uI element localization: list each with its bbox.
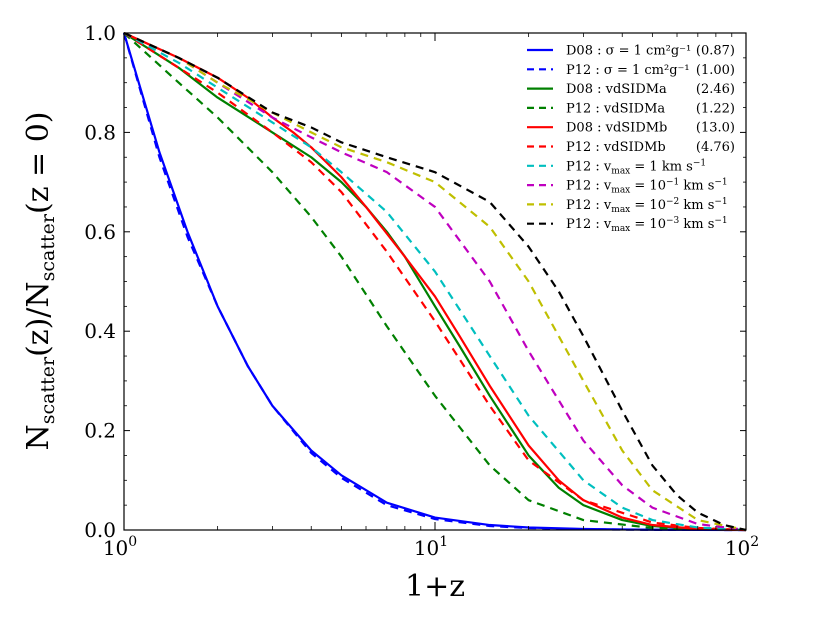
y-tick-label: 0.0 bbox=[84, 518, 116, 542]
legend-label-2: D08 : vdSIDMa bbox=[566, 82, 667, 97]
series-line-0 bbox=[122, 32, 747, 532]
legend-label-4: D08 : vdSIDMb bbox=[566, 121, 667, 136]
y-tick-label: 0.8 bbox=[84, 120, 116, 144]
y-tick-label: 0.6 bbox=[84, 220, 116, 244]
legend-label-9: P12 : vmax = 10−3 km s−1 bbox=[566, 216, 728, 234]
x-tick-label: 101 bbox=[414, 534, 448, 560]
legend: D08 : σ = 1 cm²g⁻¹ (0.87) P12 : σ = 1 cm²g… bbox=[527, 44, 735, 234]
legend-value-2: (2.46) bbox=[696, 82, 735, 97]
x-tick-label: 100 bbox=[103, 534, 137, 560]
legend-label-1: P12 : σ = 1 cm²g⁻¹ bbox=[566, 63, 690, 78]
legend-label-5: P12 : vdSIDMb bbox=[566, 140, 666, 155]
legend-label-7: P12 : vmax = 10−1 km s−1 bbox=[566, 178, 728, 196]
series-line-1 bbox=[122, 32, 747, 532]
y-tick-label: 0.2 bbox=[84, 419, 116, 443]
legend-value-3: (1.22) bbox=[696, 101, 735, 116]
legend-label-6: P12 : vmax = 1 km s−1 bbox=[566, 158, 706, 176]
series-line-8 bbox=[123, 31, 747, 532]
legend-label-8: P12 : vmax = 10−2 km s−1 bbox=[566, 197, 728, 215]
y-tick-label: 1.0 bbox=[84, 21, 116, 45]
x-axis-label: 1+z bbox=[405, 569, 465, 604]
legend-value-5: (4.76) bbox=[696, 140, 735, 155]
y-axis-label: Nscatter(z)/Nscatter(z = 0) bbox=[21, 112, 59, 451]
series-line-9 bbox=[123, 31, 747, 532]
legend-value-4: (13.0) bbox=[696, 121, 735, 136]
x-tick-label: 102 bbox=[725, 534, 759, 560]
series-line-3 bbox=[123, 32, 747, 532]
series-line-2 bbox=[123, 32, 747, 532]
axis-ticks: 0.0 0.2 0.4 0.6 0.8 1.0 100 101 102 bbox=[84, 21, 759, 560]
y-tick-label: 0.4 bbox=[84, 319, 116, 343]
series-line-7 bbox=[123, 31, 747, 532]
legend-value-1: (1.00) bbox=[696, 63, 735, 78]
legend-label-0: D08 : σ = 1 cm²g⁻¹ bbox=[566, 44, 691, 59]
series-line-6 bbox=[123, 32, 747, 532]
legend-label-3: P12 : vdSIDMa bbox=[566, 101, 665, 116]
legend-value-0: (0.87) bbox=[696, 44, 735, 59]
series-lines bbox=[122, 31, 747, 532]
